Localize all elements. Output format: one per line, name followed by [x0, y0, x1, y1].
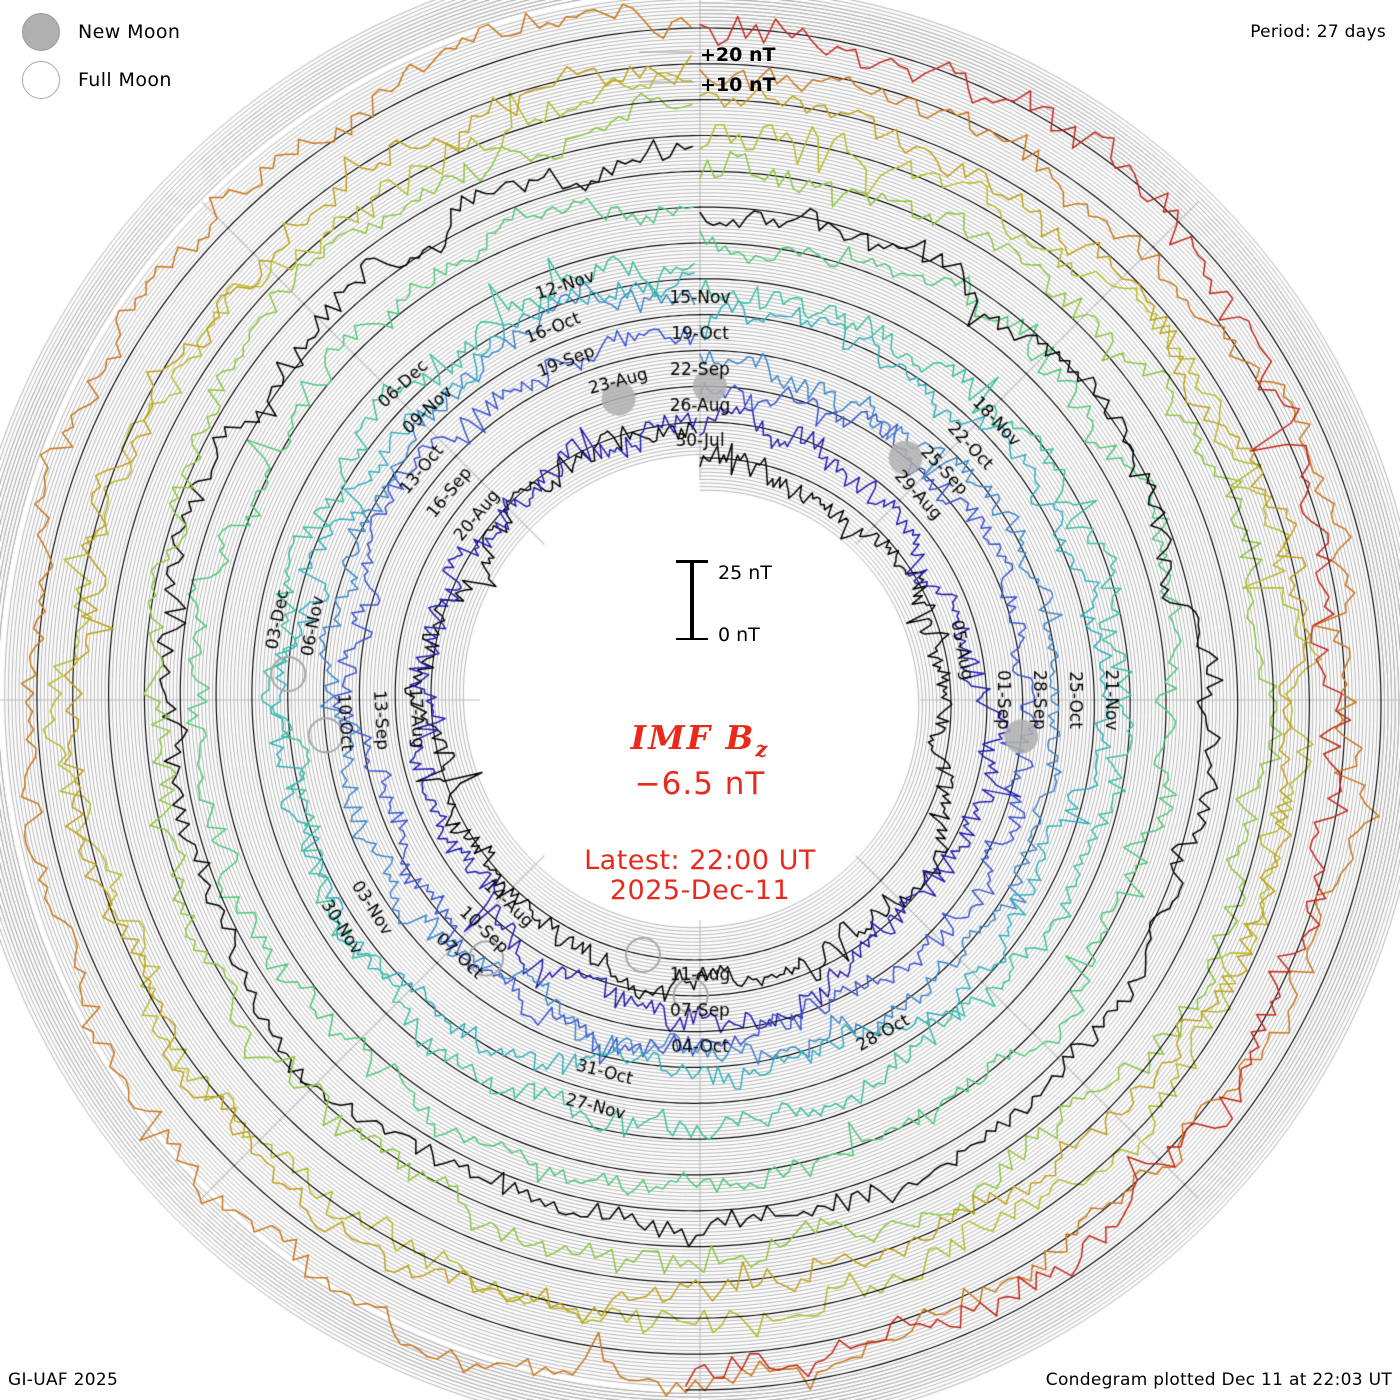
period-label: Period: 27 days — [1250, 22, 1386, 42]
legend-item-full-moon: Full Moon — [22, 56, 282, 104]
legend-label-full-moon: Full Moon — [78, 69, 172, 91]
center-quantity-title: IMF Bz — [440, 718, 960, 762]
moon-phase-legend: New Moon Full Moon — [22, 8, 282, 104]
new-moon-icon — [22, 13, 60, 51]
axis-label-plus20: +20 nT — [700, 44, 776, 66]
center-value: −6.5 nT — [634, 765, 766, 802]
scale-bar-top-label: 25 nT — [718, 562, 772, 584]
center-quantity-name: IMF B — [630, 718, 756, 757]
credit-label: GI-UAF 2025 — [8, 1370, 119, 1390]
center-readout: IMF Bz −6.5 nT Latest: 22:00 UT 2025-Dec… — [440, 718, 960, 906]
scale-bar — [676, 560, 708, 640]
plotted-timestamp-label: Condegram plotted Dec 11 at 22:03 UT — [1045, 1370, 1392, 1390]
scale-bar-stem — [690, 560, 694, 640]
scale-bar-bottom-cap — [676, 637, 708, 640]
center-latest-time: Latest: 22:00 UT — [584, 844, 816, 876]
full-moon-icon — [22, 61, 60, 99]
scale-bar-bottom-label: 0 nT — [718, 624, 760, 646]
legend-label-new-moon: New Moon — [78, 21, 181, 43]
center-latest-date: 2025-Dec-11 — [609, 874, 791, 906]
center-latest-block: Latest: 22:00 UT 2025-Dec-11 — [440, 844, 960, 906]
legend-item-new-moon: New Moon — [22, 8, 282, 56]
axis-label-plus10: +10 nT — [700, 74, 776, 96]
center-quantity-subscript: z — [755, 736, 770, 762]
